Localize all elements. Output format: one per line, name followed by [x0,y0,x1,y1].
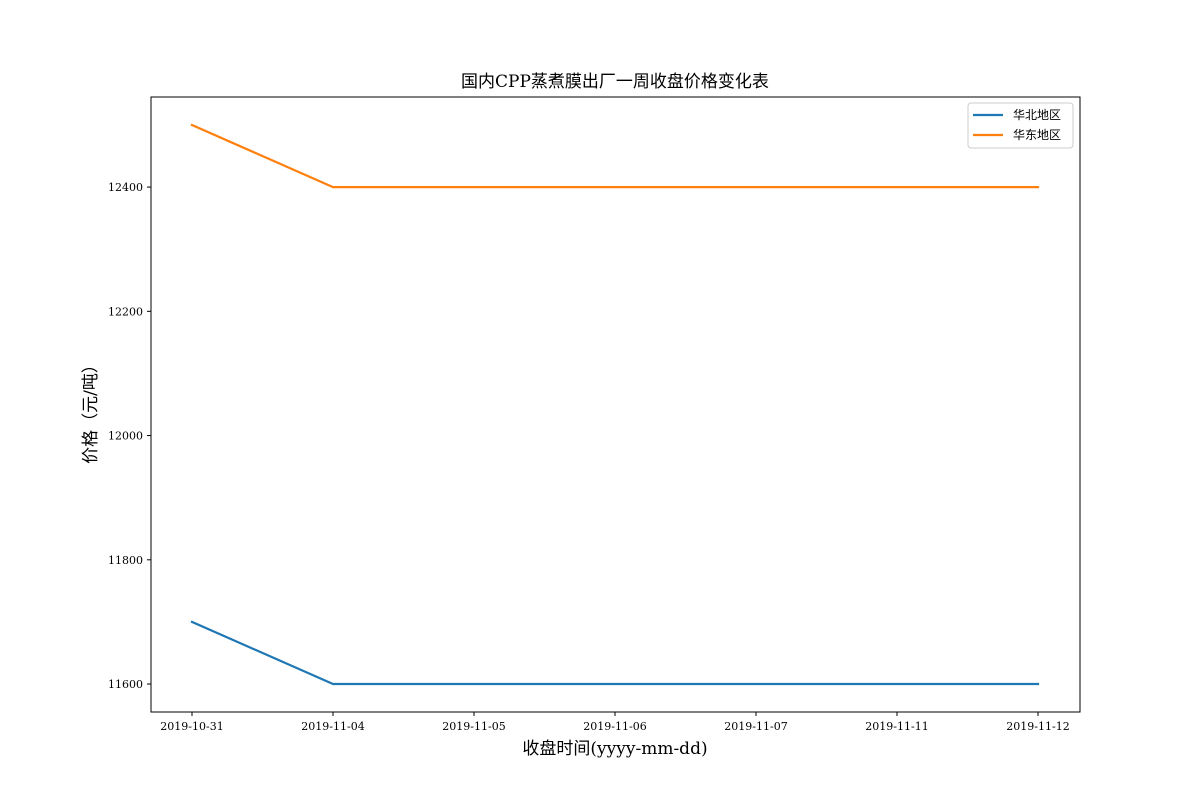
plot-area [151,97,1080,712]
x-tick-label: 2019-11-12 [1006,720,1069,733]
x-tick-label: 2019-11-06 [583,720,646,733]
y-tick-label: 12000 [108,430,143,443]
y-tick-label: 12200 [108,305,143,318]
x-tick-label: 2019-11-11 [865,720,928,733]
x-tick-label: 2019-11-05 [442,720,505,733]
y-axis-title: 价格（元/吨） [81,356,101,464]
chart-title: 国内CPP蒸煮膜出厂一周收盘价格变化表 [461,72,769,92]
series-line-1 [190,123,1040,189]
y-tick-label: 11600 [108,678,143,691]
y-tick-label: 12400 [108,181,143,194]
y-axis: 11600 11800 12000 12200 12400 [108,181,151,691]
x-tick-label: 2019-11-04 [301,720,364,733]
x-tick-label: 2019-11-07 [724,720,787,733]
series-line-0 [190,620,1040,686]
x-axis: 2019-10-31 2019-11-04 2019-11-05 2019-11-06… [160,712,1070,733]
plot-background [151,97,1080,712]
legend-label-1: 华东地区 [1013,128,1061,142]
series-layer [190,123,1040,686]
x-axis-title: 收盘时间(yyyy-mm-dd) [522,739,707,759]
x-tick-label: 2019-10-31 [160,720,223,733]
y-tick-label: 11800 [108,554,143,567]
legend-label-0: 华北地区 [1013,108,1061,122]
